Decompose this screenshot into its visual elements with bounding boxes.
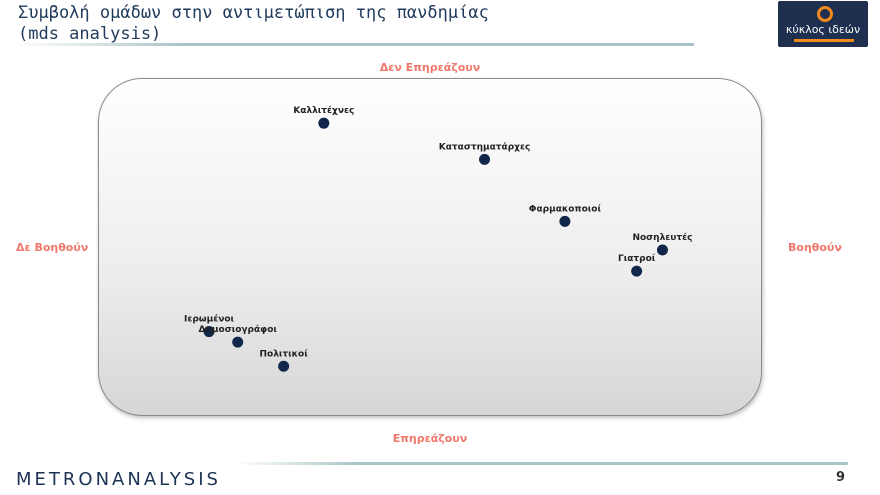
title-line-1: Συμβολή ομάδων στην αντιμετώπιση της παν…: [18, 3, 489, 23]
data-point-label: Καταστηματάρχες: [439, 142, 531, 152]
kyklos-ideon-logo: κύκλος ιδεών: [778, 1, 868, 47]
data-point: [631, 265, 643, 277]
logo-text: κύκλος ιδεών: [785, 23, 861, 36]
data-point-label: Ιερωμένοι: [184, 314, 235, 325]
axis-label-left: Δε Βοηθούν: [16, 241, 89, 254]
data-point-label: Νοσηλευτές: [632, 232, 692, 243]
data-point-label: Δημοσιογράφοι: [199, 325, 278, 335]
slide-title: Συμβολή ομάδων στην αντιμετώπιση της παν…: [18, 3, 489, 45]
title-line-2: (mds analysis): [18, 24, 162, 44]
data-point-label: Φαρμακοποιοί: [529, 203, 602, 214]
data-point: [656, 244, 668, 256]
axis-label-top: Δεν Επηρεάζουν: [379, 61, 481, 74]
data-point-label: Πολιτικοί: [259, 348, 308, 359]
footer-brand: METRONANALYSIS: [16, 469, 221, 490]
data-point-label: Καλλιτέχνες: [293, 105, 354, 116]
axis-label-bottom: Επηρεάζουν: [392, 432, 468, 445]
mds-scatter-plot: Καλλιτέχνες Καταστηματάρχες Φαρμακοποιοί Νο…: [184, 105, 692, 372]
logo-tagline-bar: [794, 39, 854, 42]
data-point: [479, 153, 491, 165]
data-point: [203, 326, 215, 338]
title-underline: [16, 43, 694, 46]
data-point: [278, 360, 290, 372]
page-number: 9: [836, 470, 846, 485]
data-point: [318, 117, 330, 129]
data-point-label: Γιατροί: [618, 253, 656, 264]
plot-area: [98, 78, 762, 416]
data-point: [232, 336, 244, 348]
data-point: [559, 215, 571, 227]
footer-rule: [236, 462, 848, 465]
logo-ring-icon: [817, 6, 833, 22]
axis-label-right: Βοηθούν: [788, 241, 842, 254]
